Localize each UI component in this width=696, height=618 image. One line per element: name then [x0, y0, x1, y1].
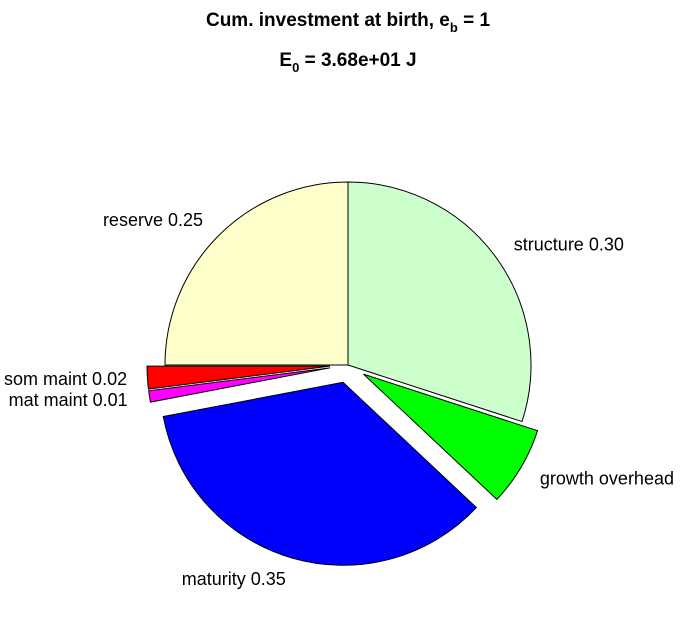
pie-label-3: mat maint 0.01	[9, 390, 128, 410]
title-line-2-suffix: = 3.68e+01 J	[299, 50, 416, 71]
chart-title-line-1: Cum. investment at birth, eb = 1	[206, 10, 490, 35]
pie-label-2: maturity 0.35	[182, 569, 286, 589]
pie-slice-5	[164, 181, 349, 366]
pie-labels: structure 0.30 growth overhead maturity 0.…	[4, 210, 674, 589]
pie-label-0: structure 0.30	[514, 235, 624, 255]
title-line-1-subscript: b	[450, 20, 458, 35]
pie-slice-2	[162, 381, 478, 566]
chart-title: Cum. investment at birth, eb = 1 E0 = 3.…	[206, 10, 490, 75]
title-line-1-suffix: = 1	[458, 10, 491, 31]
chart-title-line-2: E0 = 3.68e+01 J	[279, 50, 416, 75]
title-line-2-subscript: 0	[292, 60, 299, 75]
pie-label-1: growth overhead	[540, 469, 674, 489]
title-line-1-prefix: Cum. investment at birth, e	[206, 10, 450, 31]
pie-slice-3	[148, 367, 331, 403]
pie-slice-1	[363, 373, 539, 501]
pie-label-5: reserve 0.25	[103, 210, 203, 230]
pie-slice-4	[146, 365, 331, 390]
pie-label-4: som maint 0.02	[4, 369, 127, 389]
title-line-2-prefix: E	[279, 50, 292, 71]
pie-slices	[146, 181, 539, 566]
pie-slice-0	[347, 181, 532, 423]
